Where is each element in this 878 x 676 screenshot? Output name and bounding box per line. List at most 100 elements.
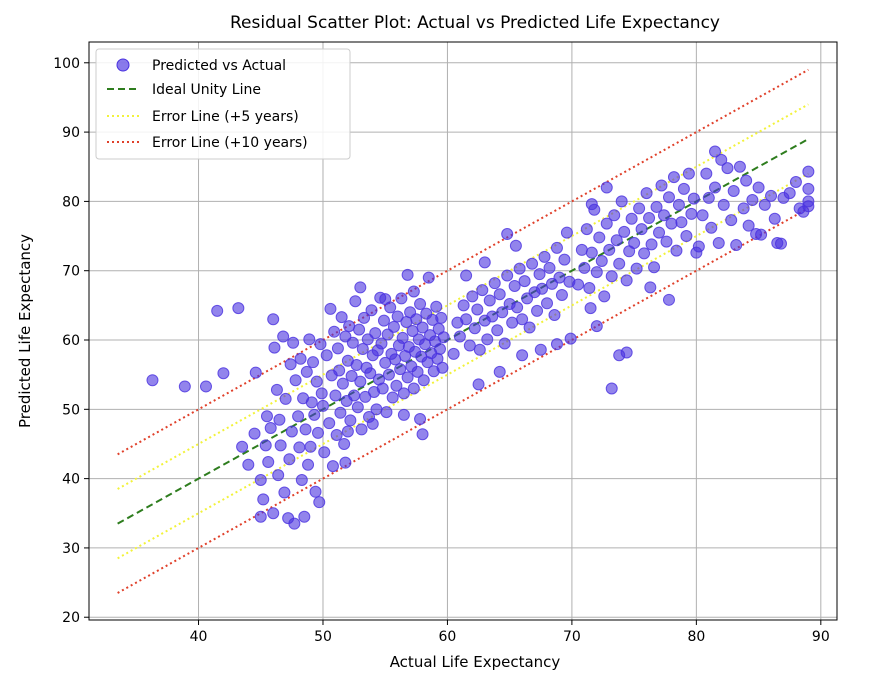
data-point	[376, 382, 389, 395]
data-point	[391, 310, 404, 323]
data-point	[453, 330, 466, 343]
legend-marker-scatter	[116, 58, 130, 72]
data-point	[550, 241, 563, 254]
data-point	[270, 383, 283, 396]
data-point	[248, 427, 261, 440]
data-point	[254, 474, 267, 487]
data-point	[257, 493, 270, 506]
data-point	[414, 297, 427, 310]
data-point	[380, 406, 393, 419]
data-point	[397, 408, 410, 421]
data-point	[310, 375, 323, 388]
data-point	[640, 187, 653, 200]
data-point	[476, 284, 489, 297]
data-point	[375, 337, 388, 350]
data-point	[436, 361, 449, 374]
y-tick-label: 100	[53, 56, 80, 72]
data-point	[460, 313, 473, 326]
data-point	[354, 281, 367, 294]
data-point	[217, 367, 230, 380]
data-point	[740, 174, 753, 187]
y-tick-label: 70	[62, 264, 80, 280]
x-axis-ticks: 40 50 60 70 80 90	[190, 620, 830, 645]
data-point	[211, 304, 224, 317]
data-point	[696, 209, 709, 222]
data-point	[685, 207, 698, 220]
data-point	[288, 517, 301, 530]
data-point	[285, 425, 298, 438]
data-point	[343, 320, 356, 333]
data-point	[268, 341, 281, 354]
data-point	[370, 403, 383, 416]
data-point	[366, 417, 379, 430]
data-point	[304, 440, 317, 453]
data-point	[338, 437, 351, 450]
data-point	[518, 275, 531, 288]
data-point	[667, 171, 680, 184]
data-point	[543, 261, 556, 274]
data-point	[309, 485, 322, 498]
data-point	[356, 343, 369, 356]
data-point	[307, 356, 320, 369]
data-point	[416, 428, 429, 441]
data-point	[387, 320, 400, 333]
data-point	[605, 270, 618, 283]
legend-label-scatter: Predicted vs Actual	[152, 58, 286, 74]
data-point	[548, 309, 561, 322]
data-point	[630, 262, 643, 275]
data-point	[278, 486, 291, 499]
legend-frame	[95, 48, 351, 160]
data-point	[755, 228, 768, 241]
data-point	[625, 212, 638, 225]
data-point	[523, 321, 536, 334]
error-line-10-upper	[117, 68, 809, 456]
data-point	[274, 439, 287, 452]
data-point	[315, 387, 328, 400]
data-point	[658, 209, 671, 222]
data-point	[335, 311, 348, 324]
data-point	[260, 410, 273, 423]
x-axis-label: Actual Life Expectancy	[390, 653, 561, 671]
data-point	[687, 192, 700, 205]
data-point	[468, 322, 481, 335]
legend: Predicted vs Actual Ideal Unity Line Err…	[95, 48, 351, 160]
reference-lines	[117, 68, 809, 594]
data-point	[289, 374, 302, 387]
data-point	[655, 179, 668, 192]
data-point	[682, 167, 695, 180]
data-point	[702, 191, 715, 204]
data-point	[349, 295, 362, 308]
data-point	[466, 290, 479, 303]
data-point	[700, 167, 713, 180]
data-point	[300, 365, 313, 378]
data-point	[326, 460, 339, 473]
x-tick-label: 70	[563, 629, 581, 645]
data-point	[768, 212, 781, 225]
data-point	[435, 311, 448, 324]
legend-label-error10: Error Line (+10 years)	[152, 135, 308, 151]
data-point	[575, 243, 588, 256]
data-point	[414, 413, 427, 426]
data-point	[541, 297, 554, 310]
data-point	[481, 333, 494, 346]
data-point	[259, 439, 272, 452]
data-point	[558, 253, 571, 266]
data-point	[498, 337, 511, 350]
data-point	[284, 358, 297, 371]
data-point	[730, 239, 743, 252]
data-point	[302, 458, 315, 471]
data-point	[564, 332, 577, 345]
data-point	[598, 290, 611, 303]
data-point	[339, 456, 352, 469]
x-tick-label: 60	[439, 629, 457, 645]
data-point	[526, 257, 539, 270]
data-point	[249, 366, 262, 379]
data-point	[501, 227, 514, 240]
data-point	[411, 365, 424, 378]
data-point	[709, 181, 722, 194]
x-tick-label: 90	[812, 629, 830, 645]
data-point	[353, 323, 366, 336]
data-point	[572, 278, 585, 291]
plot-area-frame	[88, 41, 838, 621]
